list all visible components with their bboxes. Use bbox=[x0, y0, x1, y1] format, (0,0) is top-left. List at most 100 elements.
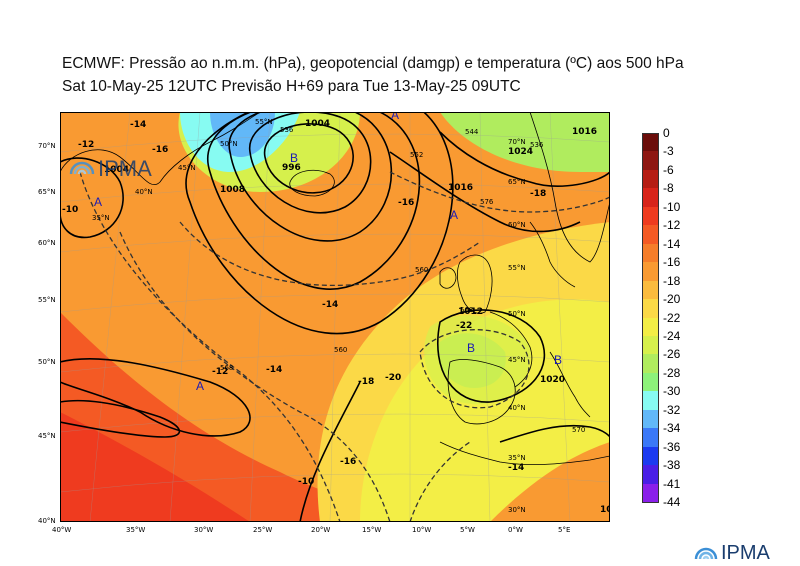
lat-label: 45°N bbox=[38, 432, 56, 440]
isobar-label: 1020 bbox=[540, 375, 565, 385]
coast-france bbox=[489, 311, 533, 388]
weather-map: 55°N 50°N 45°N 70°N 65°N 60°N 55°N 50°N … bbox=[60, 112, 610, 522]
inner-lat-label: 45°N bbox=[178, 164, 196, 172]
temp-field-hot-southwest bbox=[60, 412, 250, 522]
colorbar-segment bbox=[642, 446, 659, 466]
isotherm-label: -16 bbox=[398, 198, 414, 208]
inner-lat-label: 65°N bbox=[508, 178, 526, 186]
coast-iceland bbox=[289, 169, 335, 197]
isotherm-label: -12 bbox=[78, 140, 94, 150]
lat-label: 50°N bbox=[38, 358, 56, 366]
isobar-1012 bbox=[228, 112, 393, 242]
isobar-label: 1004 bbox=[305, 119, 330, 129]
geopotential-labels: 536 552 560 568 576 560 544 536 570 568 bbox=[220, 126, 585, 434]
colorbar-tick-label: -10 bbox=[663, 199, 681, 214]
colorbar-tick-label: -38 bbox=[663, 458, 681, 473]
colorbar-tick-label: -6 bbox=[663, 162, 674, 177]
low-pressure-center-symbol: B bbox=[554, 353, 562, 367]
low-pressure-center-symbol: B bbox=[290, 151, 298, 165]
isotherm-label: -14 bbox=[266, 365, 282, 375]
lon-label: 30°W bbox=[194, 526, 214, 534]
isotherm-mid bbox=[79, 171, 341, 522]
isobar-label: 1016 bbox=[448, 183, 473, 193]
lon-label: 5°W bbox=[460, 526, 475, 534]
temp-field-lightyellow bbox=[360, 299, 610, 522]
logo-text: IPMA bbox=[721, 542, 771, 562]
lon-label: 15°W bbox=[362, 526, 382, 534]
isotherm-label: -16 bbox=[340, 457, 356, 467]
colorbar-tick-label: 0 bbox=[663, 126, 670, 140]
coast-greenland bbox=[60, 112, 261, 185]
isotherm-labels: -12 -10 -14 -16 -14 -14 -12 -18 -20 -22 … bbox=[62, 120, 546, 487]
colorbar-segment bbox=[642, 483, 659, 503]
colorbar-tick-label: -32 bbox=[663, 402, 681, 417]
isotherm-label: -10 bbox=[298, 477, 314, 487]
ipma-watermark-logo: IPMA bbox=[69, 156, 152, 180]
isotherms bbox=[79, 171, 610, 522]
colorbar-tick-label: -26 bbox=[663, 347, 681, 362]
colorbar-tick-label: -3 bbox=[663, 144, 674, 159]
colorbar-segment bbox=[642, 225, 659, 245]
geopotential-label: 560 bbox=[415, 266, 428, 274]
low-pressure-center-symbol: B bbox=[467, 341, 475, 355]
isotherm-south bbox=[409, 441, 471, 522]
isobar-label: 1004 bbox=[104, 165, 129, 175]
isobar-1020 bbox=[185, 112, 454, 335]
chart-subtitle: Sat 10-May-25 12UTC Previsão H+69 para T… bbox=[62, 78, 521, 95]
high-pressure-center-symbol: A bbox=[196, 379, 204, 393]
lat-label: 40°N bbox=[38, 517, 56, 525]
coast-iberia bbox=[447, 359, 516, 425]
colorbar-tick-label: -18 bbox=[663, 273, 681, 288]
inner-lat-label: 70°N bbox=[508, 138, 526, 146]
lon-label: 20°W bbox=[311, 526, 331, 534]
inner-lat-label: 55°N bbox=[508, 264, 526, 272]
colorbar-segment bbox=[642, 317, 659, 337]
isotherm-label: -14 bbox=[130, 120, 146, 130]
isotherm-iberia bbox=[419, 329, 530, 409]
temp-field-iberia-lightgreen bbox=[424, 315, 531, 405]
isobars bbox=[60, 112, 610, 522]
temp-field-green-ne bbox=[440, 112, 610, 172]
ipma-logo: IPMA bbox=[694, 542, 771, 562]
lon-label: 40°W bbox=[52, 526, 72, 534]
geopotential-label: 560 bbox=[334, 346, 347, 354]
geopotential-label: 568 bbox=[460, 306, 473, 314]
colorbar-segment bbox=[642, 465, 659, 485]
inner-lat-label: 35°N bbox=[92, 214, 110, 222]
isobar-1016 bbox=[207, 112, 421, 290]
colorbar-segment bbox=[642, 151, 659, 171]
colorbar-tick-label: -16 bbox=[663, 255, 681, 270]
inner-lat-label: 60°N bbox=[508, 221, 526, 229]
watermark-logo-text: IPMA bbox=[98, 156, 152, 180]
isobar-label: 1014 bbox=[600, 505, 610, 515]
geopotential-label: 568 bbox=[220, 364, 233, 372]
isobar-1024-east bbox=[389, 151, 581, 233]
lon-label: 5°E bbox=[558, 526, 571, 534]
isotherm-north bbox=[179, 221, 481, 286]
inner-lat-label: 35°N bbox=[508, 454, 526, 462]
isobar-label: 996 bbox=[282, 163, 301, 173]
isotherm-label: -10 bbox=[62, 205, 78, 215]
isotherm-label: -20 bbox=[385, 373, 401, 383]
isobar-1016-east bbox=[439, 131, 610, 187]
colorbar-tick-label: -14 bbox=[663, 236, 681, 251]
lat-label: 55°N bbox=[38, 296, 56, 304]
coast-ireland bbox=[439, 267, 457, 289]
geopotential-label: 544 bbox=[465, 128, 479, 136]
inner-lat-labels: 55°N 50°N 45°N 70°N 65°N 60°N 55°N 50°N … bbox=[92, 118, 526, 514]
graticule bbox=[60, 112, 610, 522]
isobar-labels: 1004 1004 996 1008 1016 1024 1012 1020 1… bbox=[104, 119, 610, 515]
isotherm-label: -22 bbox=[456, 321, 472, 331]
colorbar-segment bbox=[642, 299, 659, 319]
colorbar-segment bbox=[642, 206, 659, 226]
inner-lat-label: 50°N bbox=[220, 140, 238, 148]
colorbar-tick-label: -20 bbox=[663, 292, 681, 307]
geopotential-label: 576 bbox=[480, 198, 494, 206]
inner-lat-label: 55°N bbox=[255, 118, 273, 126]
coast-italy bbox=[549, 351, 591, 418]
lon-label: 10°W bbox=[412, 526, 432, 534]
colorbar-tick-label: -36 bbox=[663, 439, 681, 454]
isobar-med-1016 bbox=[499, 424, 610, 443]
colorbar-tick-label: -8 bbox=[663, 181, 674, 196]
geopotential-label: 536 bbox=[530, 141, 544, 149]
